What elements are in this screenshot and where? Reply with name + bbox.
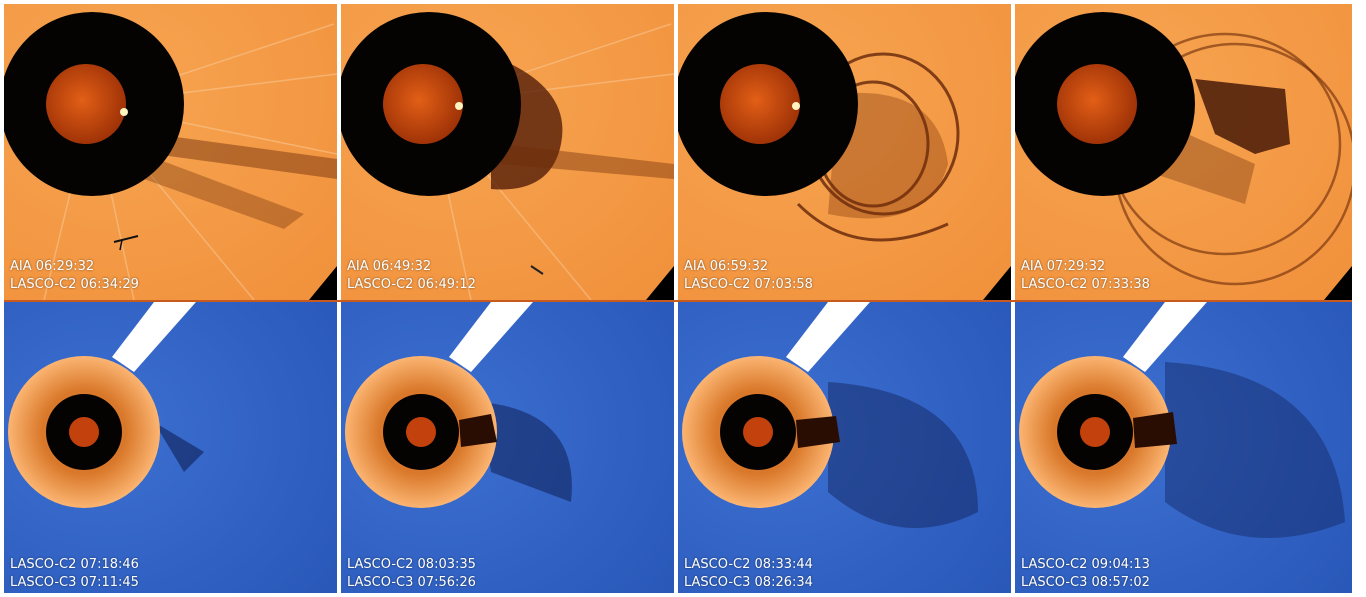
coronagraph-image <box>4 302 337 593</box>
panel-aia-c2-1: AIA 06:29:32 LASCO-C2 06:34:29 <box>4 4 337 300</box>
timestamp-line-1: LASCO-C2 08:33:44 <box>684 557 813 572</box>
timestamp-line-2: LASCO-C3 08:26:34 <box>684 575 813 590</box>
coronagraph-image <box>678 302 1011 593</box>
row-divider <box>4 300 1352 302</box>
coronagraph-image <box>678 4 1011 300</box>
panel-timestamps: AIA 06:49:32 LASCO-C2 06:49:12 <box>347 258 476 294</box>
timestamp-line-1: AIA 06:49:32 <box>347 259 432 274</box>
timestamp-line-1: AIA 06:59:32 <box>684 259 769 274</box>
timestamp-line-1: LASCO-C2 08:03:35 <box>347 557 476 572</box>
timestamp-line-2: LASCO-C2 06:34:29 <box>10 277 139 292</box>
panel-c2-c3-1: LASCO-C2 07:18:46 LASCO-C3 07:11:45 <box>4 302 337 593</box>
coronagraph-image <box>341 302 674 593</box>
timestamp-line-1: LASCO-C2 07:18:46 <box>10 557 139 572</box>
timestamp-line-2: LASCO-C3 08:57:02 <box>1021 575 1150 590</box>
coronagraph-image <box>1015 4 1352 300</box>
coronagraph-image <box>4 4 337 300</box>
coronagraph-image <box>1015 302 1352 593</box>
panel-timestamps: LASCO-C2 09:04:13 LASCO-C3 08:57:02 <box>1021 556 1150 592</box>
panel-c2-c3-2: LASCO-C2 08:03:35 LASCO-C3 07:56:26 <box>341 302 674 593</box>
timestamp-line-2: LASCO-C3 07:56:26 <box>347 575 476 590</box>
panel-timestamps: AIA 06:59:32 LASCO-C2 07:03:58 <box>684 258 813 294</box>
panel-aia-c2-4: AIA 07:29:32 LASCO-C2 07:33:38 <box>1015 4 1352 300</box>
panel-c2-c3-3: LASCO-C2 08:33:44 LASCO-C3 08:26:34 <box>678 302 1011 593</box>
timestamp-line-1: LASCO-C2 09:04:13 <box>1021 557 1150 572</box>
panel-timestamps: LASCO-C2 07:18:46 LASCO-C3 07:11:45 <box>10 556 139 592</box>
panel-timestamps: LASCO-C2 08:03:35 LASCO-C3 07:56:26 <box>347 556 476 592</box>
timestamp-line-2: LASCO-C2 07:03:58 <box>684 277 813 292</box>
panel-timestamps: AIA 06:29:32 LASCO-C2 06:34:29 <box>10 258 139 294</box>
timestamp-line-1: AIA 06:29:32 <box>10 259 95 274</box>
panel-c2-c3-4: LASCO-C2 09:04:13 LASCO-C3 08:57:02 <box>1015 302 1352 593</box>
panel-timestamps: AIA 07:29:32 LASCO-C2 07:33:38 <box>1021 258 1150 294</box>
panel-aia-c2-2: AIA 06:49:32 LASCO-C2 06:49:12 <box>341 4 674 300</box>
timestamp-line-2: LASCO-C2 07:33:38 <box>1021 277 1150 292</box>
timestamp-line-2: LASCO-C2 06:49:12 <box>347 277 476 292</box>
timestamp-line-1: AIA 07:29:32 <box>1021 259 1106 274</box>
timestamp-line-2: LASCO-C3 07:11:45 <box>10 575 139 590</box>
coronagraph-image <box>341 4 674 300</box>
panel-aia-c2-3: AIA 06:59:32 LASCO-C2 07:03:58 <box>678 4 1011 300</box>
panel-timestamps: LASCO-C2 08:33:44 LASCO-C3 08:26:34 <box>684 556 813 592</box>
figure-grid: AIA 06:29:32 LASCO-C2 06:34:29 <box>4 4 1352 593</box>
